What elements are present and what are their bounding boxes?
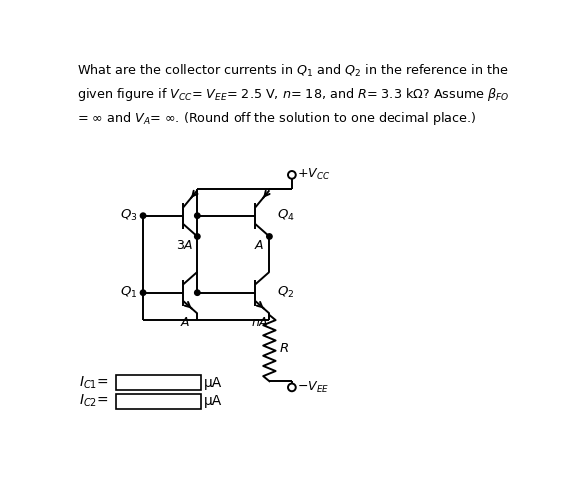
Circle shape [195,290,200,295]
Text: μA: μA [204,394,223,408]
Text: $Q_1$: $Q_1$ [120,285,137,300]
Text: μA: μA [204,376,223,390]
Circle shape [195,213,200,218]
Text: $Q_3$: $Q_3$ [120,208,137,223]
Text: What are the collector currents in $Q_1$ and $Q_2$ in the reference in the
given: What are the collector currents in $Q_1$… [77,63,509,127]
Text: $nA$: $nA$ [250,316,268,329]
Circle shape [140,213,146,218]
Circle shape [267,234,272,239]
Text: $Q_4$: $Q_4$ [277,208,295,223]
Text: $A$: $A$ [254,239,265,252]
FancyBboxPatch shape [116,394,201,409]
Circle shape [195,234,200,239]
FancyBboxPatch shape [116,375,201,390]
Text: $A$: $A$ [179,316,190,329]
Text: $Q_2$: $Q_2$ [277,285,294,300]
Text: $R$: $R$ [279,342,289,355]
Text: $I_{C2}$=: $I_{C2}$= [79,393,108,410]
Text: $3A$: $3A$ [176,239,194,252]
Circle shape [140,290,146,295]
Text: +$V_{CC}$: +$V_{CC}$ [296,167,330,182]
Text: $I_{C1}$=: $I_{C1}$= [79,375,108,391]
Text: $-V_{EE}$: $-V_{EE}$ [296,380,329,395]
